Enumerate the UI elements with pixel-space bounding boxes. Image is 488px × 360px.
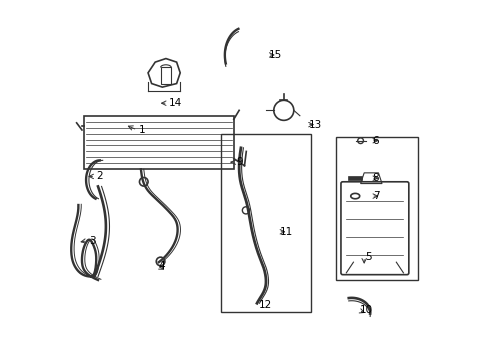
Text: 5: 5 — [365, 252, 371, 262]
Text: 13: 13 — [308, 120, 321, 130]
Text: 2: 2 — [97, 171, 103, 181]
Text: 7: 7 — [372, 191, 379, 201]
Text: 14: 14 — [169, 98, 182, 108]
Text: 15: 15 — [268, 50, 282, 60]
Text: 10: 10 — [360, 305, 373, 315]
Text: 9: 9 — [235, 157, 242, 167]
Text: 3: 3 — [88, 236, 95, 246]
Text: 12: 12 — [258, 300, 271, 310]
Text: 4: 4 — [158, 261, 164, 271]
Text: 1: 1 — [139, 125, 145, 135]
Text: 8: 8 — [372, 173, 379, 183]
Text: 11: 11 — [279, 227, 292, 237]
Polygon shape — [347, 176, 362, 180]
Text: 6: 6 — [372, 136, 379, 146]
